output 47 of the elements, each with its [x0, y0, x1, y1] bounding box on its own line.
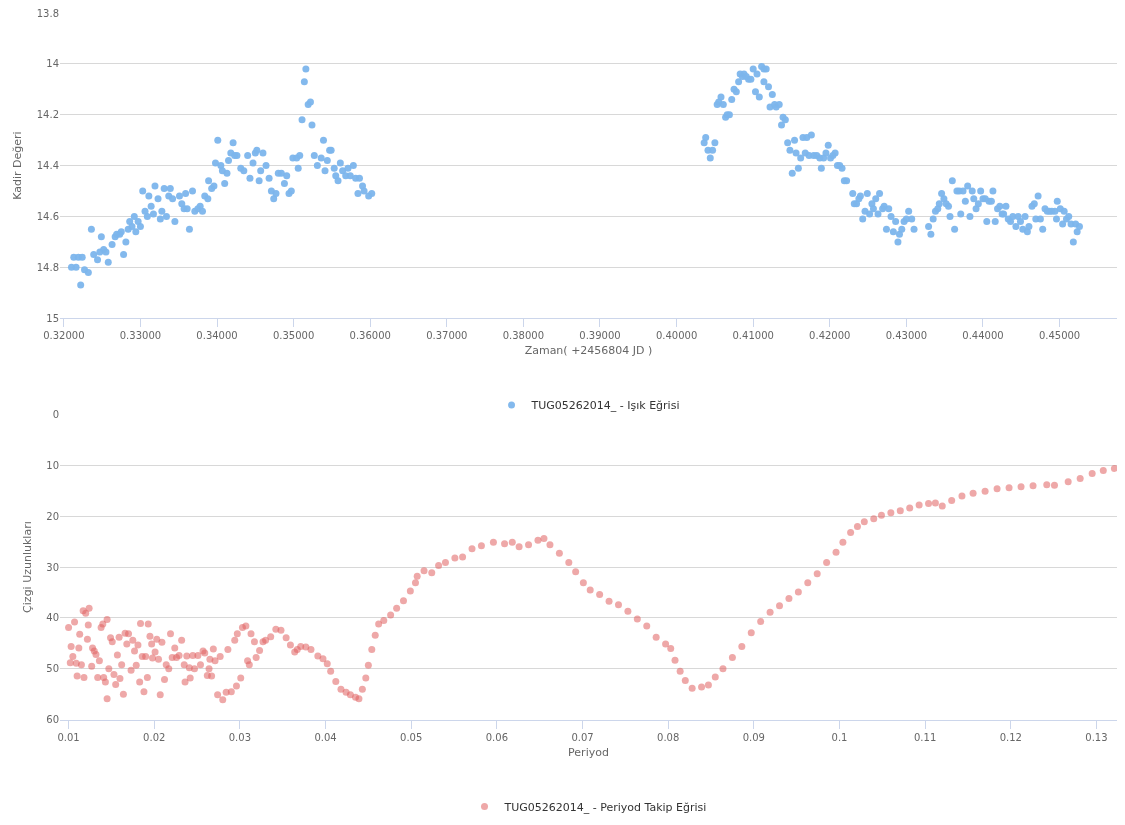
legend-label: TUG05262014_ - Işık Eğrisi — [530, 399, 680, 413]
x-tick-label: 0.03 — [228, 731, 252, 743]
x-tick-label: 0.45000 — [1038, 330, 1081, 342]
x-tick-label: 0.39000 — [579, 330, 621, 342]
x-tick-label: 0.40000 — [655, 330, 698, 342]
y-tick-label: 14.4 — [36, 160, 59, 172]
x-tick-label: 0.43000 — [885, 330, 928, 342]
y-tick-label: 10 — [46, 459, 59, 471]
x-axis-title: Zaman( +2456804 JD ) — [524, 344, 653, 358]
y-axis-title: Çizgi Uzunlukları — [20, 521, 34, 613]
x-tick-label: 0.04 — [314, 731, 337, 743]
x-tick-label: 0.02 — [143, 731, 166, 743]
x-tick-label: 0.36000 — [349, 330, 391, 342]
y-tick-label: 50 — [46, 663, 59, 675]
x-tick-label: 0.35000 — [272, 330, 315, 342]
x-tick-label: 0.32000 — [43, 330, 85, 342]
x-tick-label: 0.1 — [831, 731, 848, 743]
x-tick-label: 0.01 — [57, 731, 80, 743]
y-tick-label: 14 — [46, 58, 59, 70]
y-tick-label: 15 — [46, 312, 59, 324]
x-axis-title: Periyod — [568, 745, 609, 759]
x-tick-label: 0.11 — [914, 731, 937, 743]
x-tick-label: 0.09 — [742, 731, 765, 743]
x-tick-label: 0.33000 — [119, 330, 162, 342]
legend-label: TUG05262014_ - Periyod Takip Eğrisi — [503, 800, 707, 814]
x-tick-label: 0.44000 — [962, 330, 1004, 342]
y-tick-label: 30 — [46, 561, 59, 573]
y-tick-label: 40 — [46, 612, 59, 624]
x-tick-label: 0.41000 — [732, 330, 774, 342]
x-tick-label: 0.13 — [1085, 731, 1108, 743]
y-tick-label: 60 — [46, 714, 59, 726]
y-tick-label: 13.8 — [36, 7, 59, 19]
x-tick-label: 0.12 — [999, 731, 1022, 743]
x-tick-label: 0.08 — [657, 731, 680, 743]
x-tick-label: 0.05 — [400, 731, 423, 743]
x-tick-label: 0.38000 — [502, 330, 545, 342]
x-tick-label: 0.37000 — [426, 330, 468, 342]
y-tick-label: 14.6 — [36, 210, 59, 222]
y-tick-label: 14.8 — [36, 261, 59, 273]
x-tick-label: 0.34000 — [196, 330, 238, 342]
y-tick-label: 0 — [52, 409, 59, 421]
x-tick-label: 0.42000 — [809, 330, 851, 342]
x-tick-label: 0.06 — [485, 731, 508, 743]
x-tick-label: 0.07 — [571, 731, 594, 743]
y-tick-label: 14.2 — [36, 109, 59, 121]
y-axis-title: Kadir Değeri — [11, 131, 25, 200]
y-tick-label: 20 — [46, 510, 59, 522]
